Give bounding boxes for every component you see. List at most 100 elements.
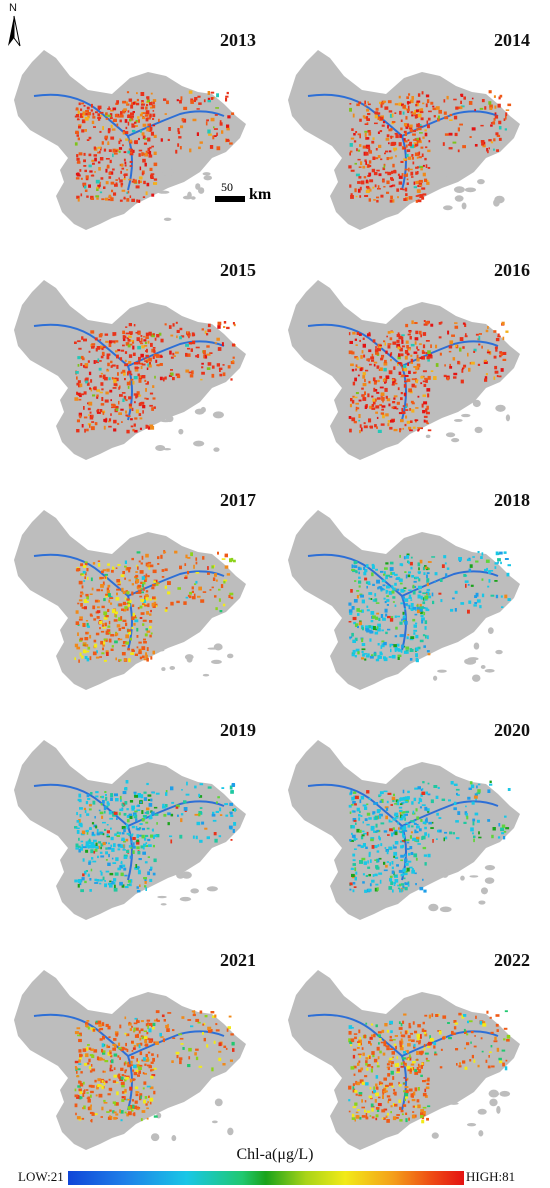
chl-a-pixel [352, 853, 356, 857]
chl-a-pixel [201, 371, 205, 375]
island [195, 183, 201, 190]
chl-a-pixel [111, 881, 114, 883]
chl-a-pixel [436, 838, 438, 840]
chl-a-pixel [89, 387, 91, 390]
chl-a-pixel [195, 1018, 200, 1022]
chl-a-pixel [498, 1057, 502, 1061]
chl-a-pixel [416, 142, 419, 147]
chl-a-pixel [382, 1052, 386, 1056]
chl-a-pixel [208, 133, 212, 136]
chl-a-pixel [137, 804, 140, 807]
chl-a-pixel [204, 1015, 208, 1018]
chl-a-pixel [373, 361, 378, 364]
chl-a-pixel [354, 838, 358, 840]
chl-a-pixel [404, 423, 407, 427]
chl-a-pixel [96, 616, 100, 619]
chl-a-pixel [137, 607, 140, 610]
chl-a-pixel [108, 171, 112, 175]
north-label: N [9, 2, 17, 14]
chl-a-pixel [114, 872, 119, 876]
chl-a-pixel [373, 364, 376, 367]
chl-a-pixel [189, 591, 192, 595]
chl-a-pixel [76, 1070, 78, 1074]
chl-a-pixel [353, 621, 357, 625]
chl-a-pixel [100, 846, 102, 850]
chl-a-pixel [115, 1033, 118, 1037]
chl-a-pixel [413, 1091, 416, 1096]
chl-a-pixel [372, 186, 375, 189]
chl-a-pixel [358, 817, 361, 821]
chl-a-pixel [110, 634, 115, 637]
chl-a-pixel [489, 570, 494, 572]
chl-a-pixel [406, 403, 408, 407]
chl-a-pixel [374, 598, 378, 602]
chl-a-pixel [419, 639, 424, 643]
chl-a-pixel [187, 570, 190, 575]
chl-a-pixel [383, 861, 386, 865]
chl-a-pixel [375, 411, 378, 414]
chl-a-pixel [358, 1094, 363, 1097]
chl-a-pixel [105, 633, 110, 635]
chl-a-pixel [371, 572, 374, 577]
chl-a-pixel [87, 631, 90, 634]
chl-a-pixel [376, 612, 380, 615]
chl-a-pixel [399, 803, 403, 805]
chl-a-pixel [153, 353, 158, 357]
chl-a-pixel [408, 1088, 413, 1092]
island [425, 434, 431, 439]
chl-a-pixel [81, 830, 86, 835]
chl-a-pixel [120, 1119, 123, 1122]
chl-a-pixel [167, 581, 171, 585]
chl-a-pixel [90, 845, 94, 849]
chl-a-pixel [104, 399, 109, 403]
chl-a-pixel [101, 1106, 104, 1111]
chl-a-pixel [448, 345, 453, 349]
chl-a-pixel [146, 348, 148, 353]
region-map-2021 [14, 970, 246, 1150]
chl-a-pixel [128, 833, 131, 836]
chl-a-pixel [390, 1061, 394, 1065]
chl-a-pixel [75, 610, 79, 614]
chl-a-pixel [414, 613, 418, 616]
chl-a-pixel [447, 1022, 450, 1024]
chl-a-pixel [423, 1043, 426, 1047]
chl-a-pixel [368, 131, 372, 136]
chl-a-pixel [89, 634, 92, 639]
chl-a-pixel [147, 1025, 149, 1030]
chl-a-pixel [126, 363, 129, 367]
chl-a-pixel [359, 367, 363, 372]
chl-a-pixel [101, 1043, 105, 1048]
year-label: 2017 [220, 490, 256, 510]
year-label: 2021 [220, 950, 256, 970]
chl-a-pixel [493, 376, 496, 380]
chl-a-pixel [213, 135, 217, 137]
chl-a-pixel [137, 1074, 140, 1077]
chl-a-pixel [505, 827, 510, 830]
chl-a-pixel [94, 878, 98, 882]
chl-a-pixel [188, 335, 190, 339]
chl-a-pixel [105, 639, 108, 642]
chl-a-pixel [125, 634, 129, 639]
chl-a-pixel [105, 1080, 108, 1084]
chl-a-pixel [419, 125, 423, 128]
chl-a-pixel [76, 1116, 81, 1120]
chl-a-pixel [415, 838, 418, 842]
chl-a-pixel [397, 362, 402, 364]
chl-a-pixel [394, 829, 398, 833]
chl-a-pixel [386, 1029, 389, 1033]
chl-a-pixel [465, 333, 467, 336]
chl-a-pixel [384, 567, 388, 570]
chl-a-pixel [111, 189, 114, 193]
chl-a-pixel [156, 1019, 160, 1022]
chl-a-pixel [357, 613, 360, 616]
chl-a-pixel [153, 101, 155, 105]
chl-a-pixel [167, 822, 170, 826]
chl-a-pixel [360, 1067, 364, 1071]
chl-a-pixel [399, 826, 404, 830]
island [227, 653, 234, 659]
chl-a-pixel [91, 1112, 95, 1116]
chl-a-pixel [124, 606, 128, 609]
chl-a-pixel [404, 801, 408, 804]
chl-a-pixel [392, 596, 396, 599]
chl-a-pixel [400, 353, 404, 357]
